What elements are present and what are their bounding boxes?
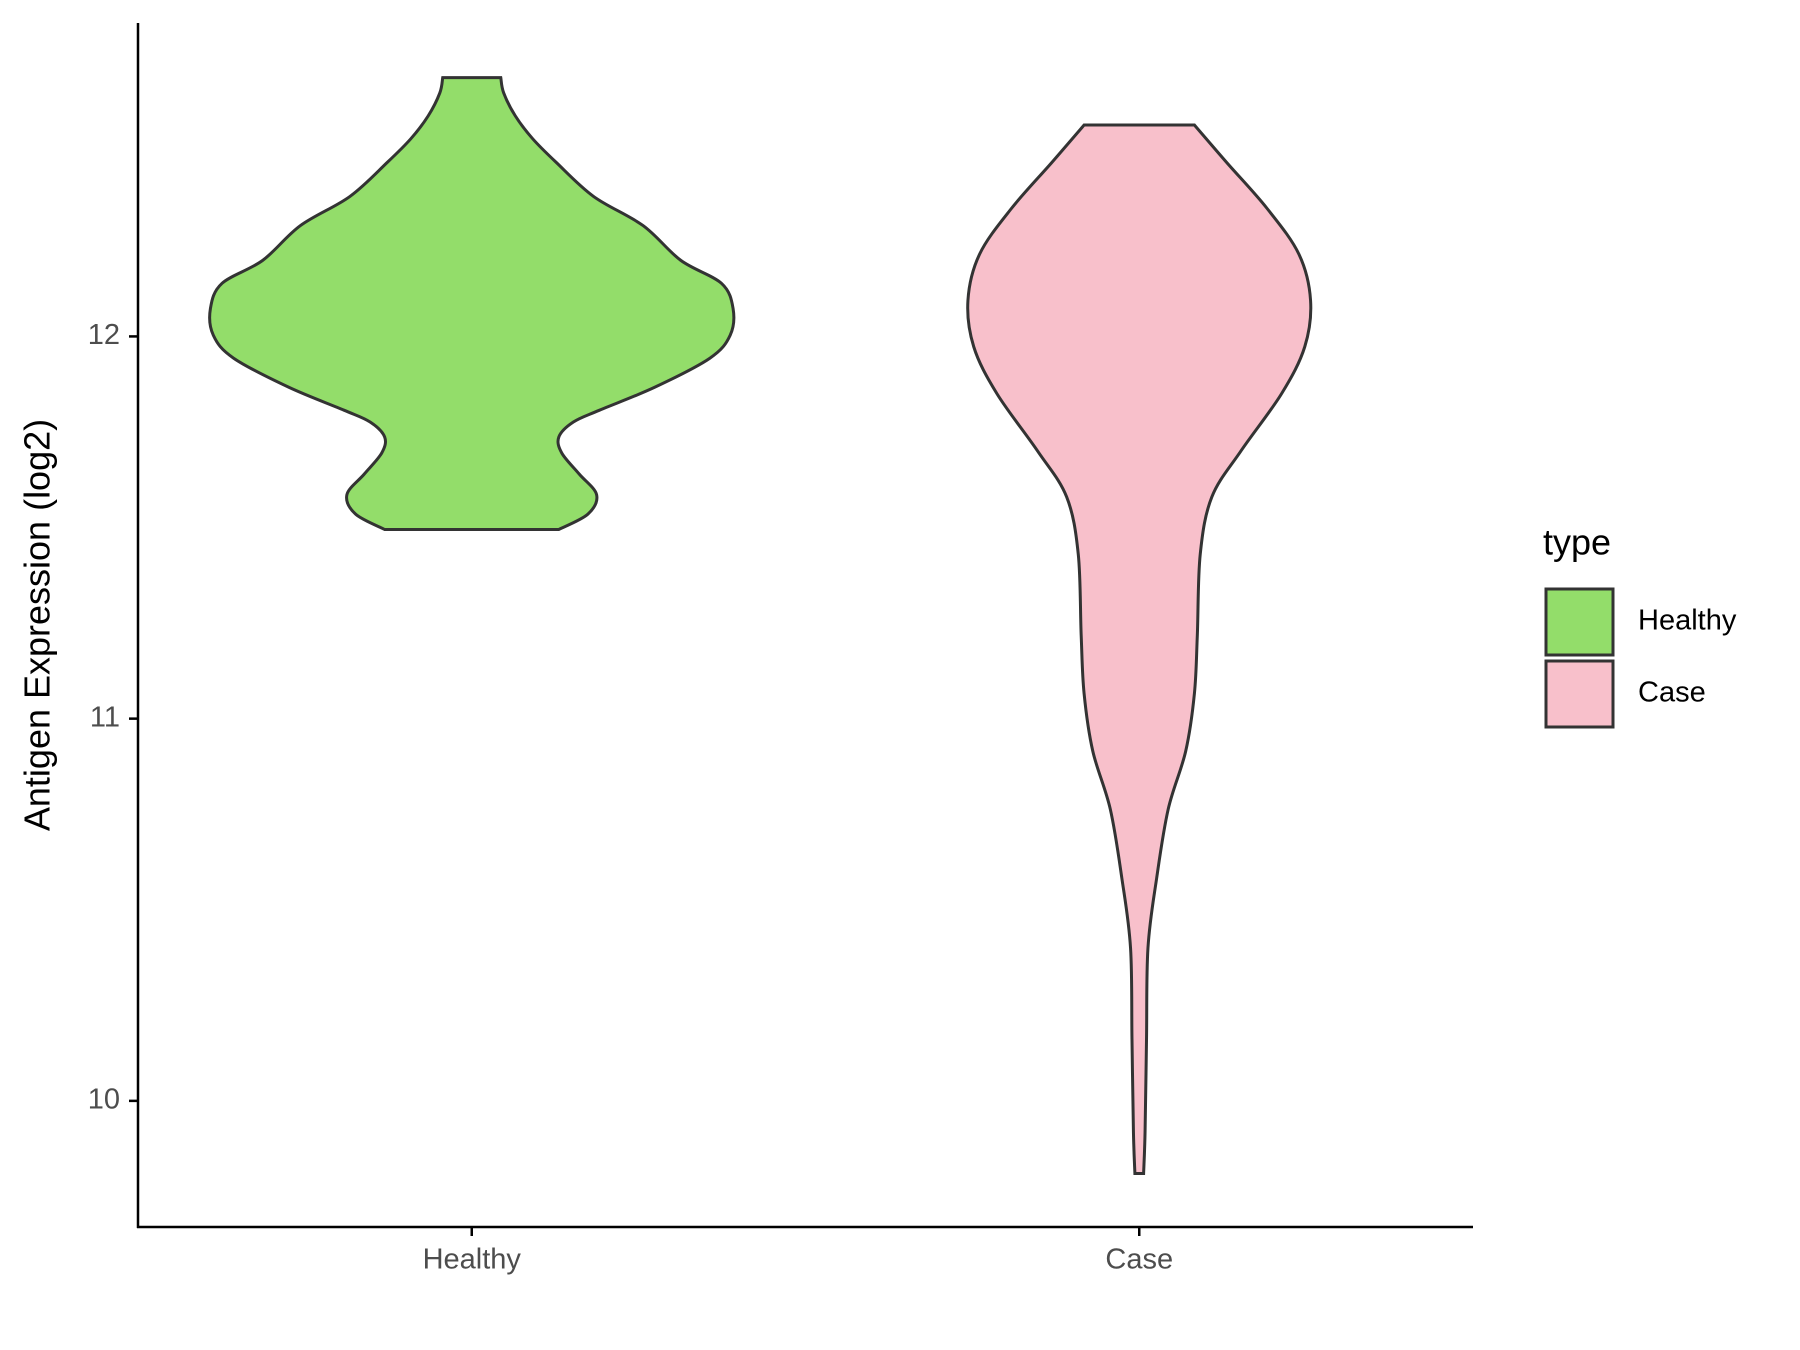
violin [208, 76, 736, 531]
y-tick-label: 11 [90, 701, 120, 733]
legend-key [1544, 587, 1615, 657]
y-tick-label: 12 [88, 319, 120, 351]
x-tick-label: Case [1105, 1244, 1173, 1276]
violin [966, 123, 1313, 1175]
legend-label: Case [1638, 677, 1706, 709]
legend-label: Healthy [1638, 605, 1737, 637]
x-tick-label: Healthy [423, 1244, 522, 1276]
y-axis-title: Antigen Expression (log2) [17, 419, 58, 831]
legend-title: type [1543, 522, 1611, 563]
legend-key [1544, 659, 1615, 729]
y-tick-label: 10 [88, 1084, 120, 1116]
